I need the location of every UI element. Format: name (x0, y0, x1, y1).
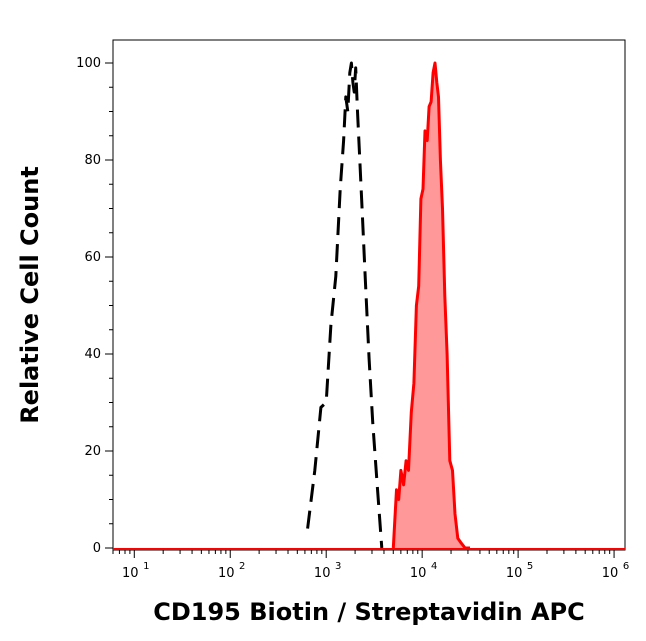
series-1-line (391, 61, 470, 550)
x-tick-label: 10 (602, 566, 619, 581)
x-tick-exponent: 6 (623, 561, 629, 572)
x-tick-exponent: 3 (335, 561, 341, 572)
x-tick-exponent: 5 (527, 561, 533, 572)
x-axis: 10 1 10 2 10 3 10 4 10 5 10 6 (112, 550, 629, 581)
y-tick-label: 20 (84, 444, 101, 459)
series-layer (113, 61, 625, 550)
y-tick-label: 80 (84, 153, 101, 168)
y-tick-label: 40 (84, 347, 101, 362)
y-tick-label: 60 (84, 250, 101, 265)
x-tick-label: 10 (506, 566, 523, 581)
series-1-fill (393, 63, 470, 548)
y-axis-title: Relative Cell Count (16, 166, 44, 424)
y-tick-label: 0 (93, 541, 101, 556)
y-axis: 0 20 40 60 80 100 (76, 56, 113, 556)
x-tick-exponent: 4 (431, 561, 437, 572)
x-tick-label: 10 (410, 566, 427, 581)
x-axis-title: CD195 Biotin / Streptavidin APC (153, 598, 584, 626)
x-tick-exponent: 2 (239, 561, 245, 572)
y-tick-label: 100 (76, 56, 101, 71)
plot-frame (112, 39, 626, 551)
x-tick-label: 10 (314, 566, 331, 581)
x-tick-label: 10 (218, 566, 235, 581)
x-tick-exponent: 1 (143, 561, 149, 572)
series-0-line (306, 61, 384, 549)
x-tick-label: 10 (122, 566, 139, 581)
